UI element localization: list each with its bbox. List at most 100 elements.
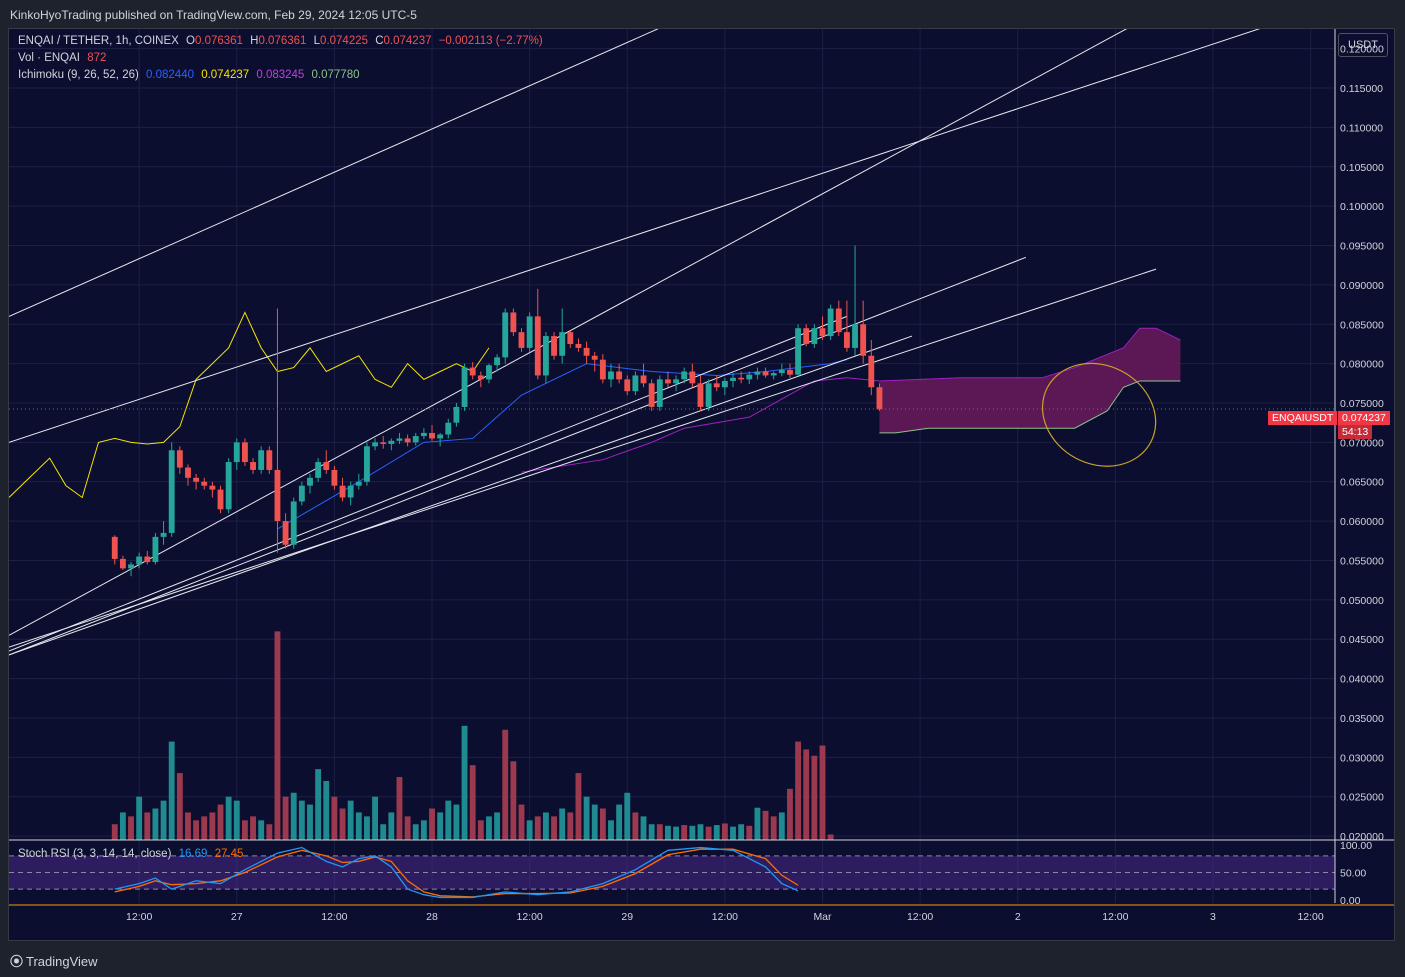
candle-body [721,380,728,388]
candle-body [136,556,143,565]
volume-bar [176,773,183,840]
stoch-tick-label: 0.00 [1340,895,1361,907]
volume-bar [689,825,696,840]
open-value: 0.076361 [194,35,243,47]
volume-bar [152,808,159,840]
candle-body [567,332,574,344]
time-tick-label: 3 [1210,911,1216,923]
price-tick-label: 0.115000 [1340,83,1383,95]
time-tick-label: 12:00 [321,911,347,923]
candle-body [420,432,427,437]
price-tick-label: 0.090000 [1340,280,1384,292]
ichimoku-cloud [879,328,1181,434]
candle-body [290,501,297,545]
candle-body [762,371,769,376]
candle-body [575,343,582,348]
chart-frame[interactable]: 0.120000 0.115000 0.110000 0.105000 0.100000… [8,28,1395,941]
volume-bar [217,804,224,840]
price-tick-label: 0.065000 [1340,477,1384,489]
volume-bar [420,820,427,840]
volume-bar [534,816,541,840]
price-tick-label: 0.070000 [1340,437,1384,449]
ichimoku-legend[interactable]: Ichimoku (9, 26, 52, 26) 0.082440 0.0742… [18,69,360,81]
stoch-k-line [114,846,799,899]
candle-body [193,477,200,482]
volume-bar [787,788,793,840]
time-tick-label: 12:00 [1102,911,1128,923]
candle-body [534,316,541,376]
high-value: 0.076361 [258,35,307,47]
candle-body [469,367,476,376]
volume-bar [656,824,663,840]
stoch-k-value: 16.69 [178,848,208,860]
candle-body [803,328,810,344]
chart-canvas[interactable]: 0.120000 0.115000 0.110000 0.105000 0.100000… [9,29,1394,940]
candle-body [526,316,533,348]
volume-bar [486,816,492,840]
candle-body [225,462,232,510]
volume-bar [648,824,655,840]
change-value: −0.002113 (−2.77%) [438,35,543,47]
candle-body [364,446,370,482]
candle-body [583,347,590,356]
volume-bar [185,812,191,840]
price-tick-label: 0.110000 [1340,122,1383,134]
candle-body [811,328,818,344]
price-tick-label: 0.050000 [1340,595,1384,607]
candle-body [648,383,655,407]
volume-bar [136,796,143,840]
volume-bar [583,796,590,840]
currency-button[interactable]: USDT [1338,33,1388,57]
price-tick-label: 0.040000 [1340,674,1384,686]
candle-body [819,328,826,337]
high-label: H [250,35,259,47]
volume-bar [681,825,688,840]
volume-bar [364,816,370,840]
volume-bar [168,741,175,840]
volume-bar [144,812,151,840]
candle-body [128,564,134,569]
volume-bar [429,808,435,840]
countdown-tag: 54:13 [1338,425,1373,439]
volume-legend[interactable]: Vol · ENQAI 872 [18,52,106,64]
volume-bar [746,825,753,840]
volume-bar [347,800,354,840]
candle-body [477,375,484,380]
trend-line [9,335,913,656]
candle-body [551,336,557,356]
volume-bar [453,804,460,840]
candle-body [372,442,379,447]
axis-layer: 0.120000 0.115000 0.110000 0.105000 0.100000… [9,29,1394,923]
candlestick-series [111,245,883,577]
stoch-rsi-legend[interactable]: Stoch RSI (3, 3, 14, 14, close) 16.69 27… [18,848,243,860]
candle-body [274,469,281,522]
volume-bar [445,800,452,840]
candle-body [827,308,834,337]
tradingview-logo[interactable]: ⦿ TradingView [10,954,98,969]
volume-bar [599,808,606,840]
price-tick-label: 0.045000 [1340,634,1384,646]
volume-bar [542,812,549,840]
candle-body [461,367,468,407]
candle-body [209,485,216,490]
volume-bar [778,812,785,840]
candle-body [770,373,777,376]
candle-body [494,357,501,366]
time-tick-label: 12:00 [1297,911,1323,923]
price-tick-label: 0.080000 [1340,359,1384,371]
candle-body [412,436,419,443]
candle-body [315,462,322,478]
candle-body [559,332,566,356]
candle-body [754,371,761,375]
symbol-legend[interactable]: ENQAI / TETHER, 1h, COINEX O0.076361 H0.… [18,35,543,47]
candle-body [445,422,452,435]
published-header: KinkoHyoTrading published on TradingView… [0,0,1405,28]
volume-label: Vol · ENQAI [18,52,80,64]
volume-bar [298,800,305,840]
candle-body [518,332,525,348]
candle-body [713,383,720,388]
stoch-tick-label: 100.00 [1340,840,1372,852]
volume-bar [632,812,639,840]
candle-body [111,536,118,559]
candle-body [355,481,362,486]
